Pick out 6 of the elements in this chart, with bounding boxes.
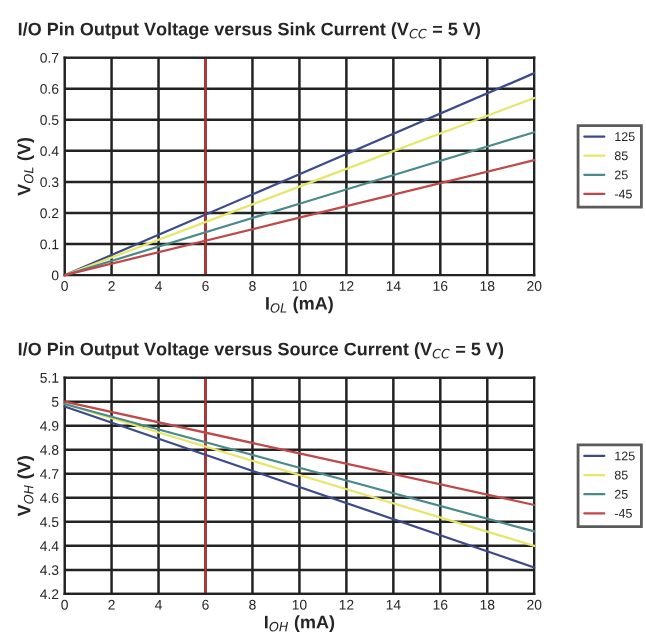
- y-axis-title: V$_{OH}$ (V): [17, 456, 35, 517]
- y-axis-title: V$_{OL}$ (V): [17, 137, 35, 196]
- chart-title: I/O Pin Output Voltage versus Sink Current (V$_{CC}$ = 5 V): [18, 22, 481, 40]
- x-axis-title: I$_{OL}$ (mA): [266, 296, 333, 314]
- chart-title: I/O Pin Output Voltage versus Source Current (V$_{CC}$ = 5 V): [18, 342, 504, 360]
- x-axis-title: I$_{OH}$ (mA): [264, 615, 335, 633]
